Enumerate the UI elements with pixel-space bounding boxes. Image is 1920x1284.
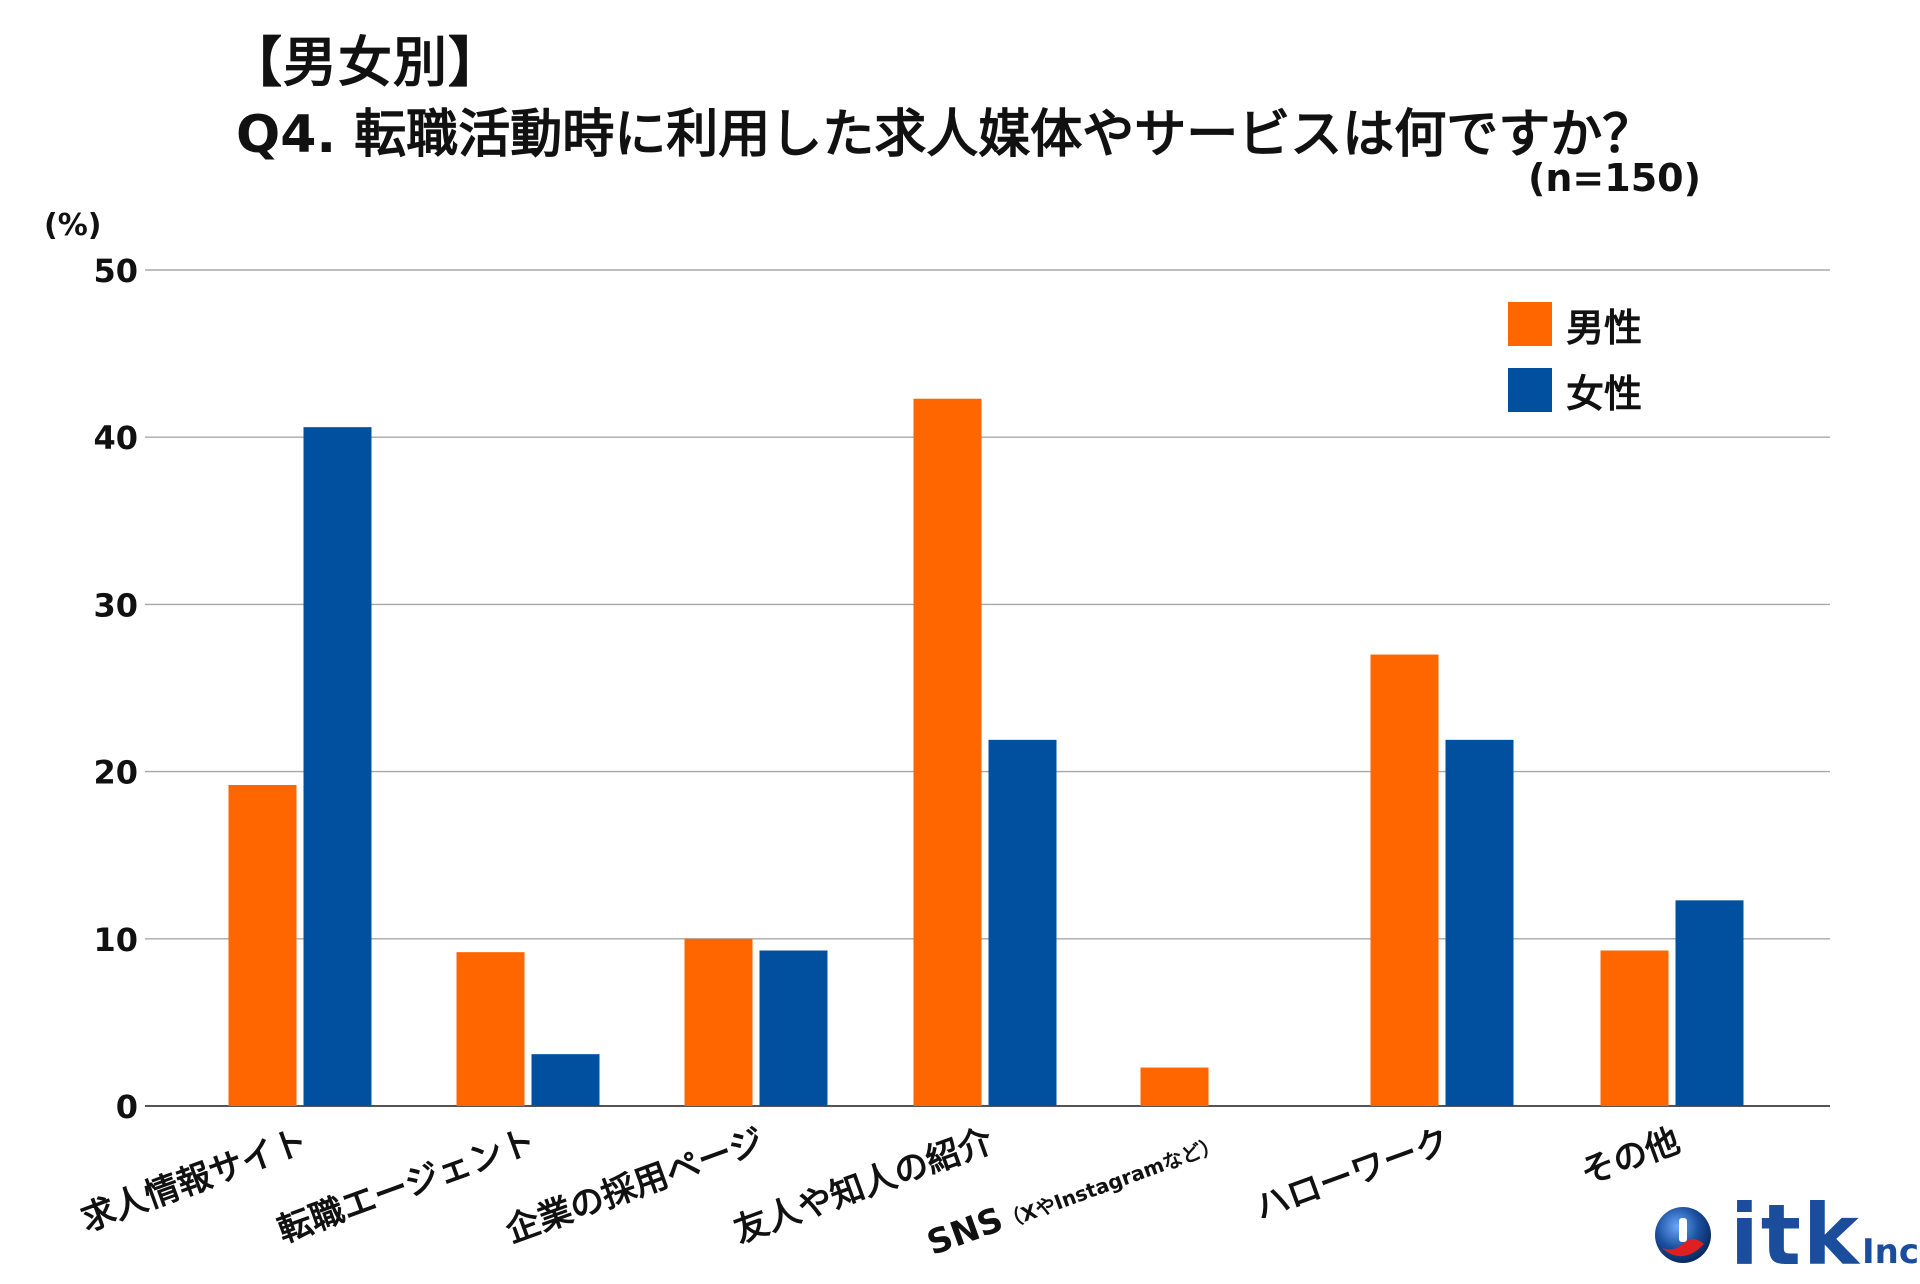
legend-swatch-female — [1508, 368, 1552, 412]
y-tick-label: 0 — [116, 1088, 138, 1126]
legend: 男性 女性 — [1508, 302, 1642, 434]
bar-female-3 — [988, 739, 1057, 1106]
logo-text: itk — [1730, 1186, 1861, 1284]
bar-male-3 — [913, 398, 982, 1106]
legend-item-male: 男性 — [1508, 302, 1642, 350]
bar-female-1 — [531, 1054, 600, 1106]
x-category-label: 転職エージェント — [272, 1121, 541, 1251]
logo-globe-icon — [1655, 1207, 1711, 1263]
bar-male-1 — [456, 952, 525, 1106]
bar-female-6 — [1675, 900, 1744, 1106]
company-logo: itk Inc, — [1652, 1186, 1920, 1284]
bar-male-2 — [684, 938, 753, 1106]
chart-title-line2: Q4. 転職活動時に利用した求人媒体やサービスは何ですか？ — [236, 105, 1655, 165]
y-tick-label: 40 — [93, 419, 138, 457]
legend-label-female: 女性 — [1566, 371, 1643, 416]
bar-female-2 — [759, 950, 828, 1106]
bar-male-0 — [228, 784, 297, 1106]
x-category-label: その他 — [1576, 1121, 1686, 1193]
legend-item-female: 女性 — [1508, 368, 1642, 416]
bar-female-0 — [303, 427, 372, 1107]
x-category-label: 企業の採用ページ — [500, 1121, 769, 1251]
y-tick-label: 10 — [93, 921, 138, 959]
x-category-label: ハローワーク — [1250, 1121, 1455, 1228]
legend-swatch-male — [1508, 302, 1552, 346]
chart-title-line1: 【男女別】 — [228, 31, 503, 94]
y-tick-label: 20 — [93, 754, 138, 792]
y-axis-unit-label: (%) — [44, 208, 102, 243]
bar-male-4 — [1140, 1067, 1209, 1106]
y-tick-label: 30 — [93, 586, 138, 624]
legend-label-male: 男性 — [1566, 305, 1643, 350]
logo-suffix: Inc, — [1862, 1232, 1920, 1272]
sample-size-label: (n=150) — [1528, 156, 1701, 200]
x-category-label-note: （XやInstagramなど） — [999, 1132, 1224, 1233]
bar-male-6 — [1600, 950, 1669, 1106]
bar-female-5 — [1445, 739, 1514, 1106]
y-tick-label: 50 — [93, 252, 138, 290]
bar-male-5 — [1370, 654, 1439, 1106]
